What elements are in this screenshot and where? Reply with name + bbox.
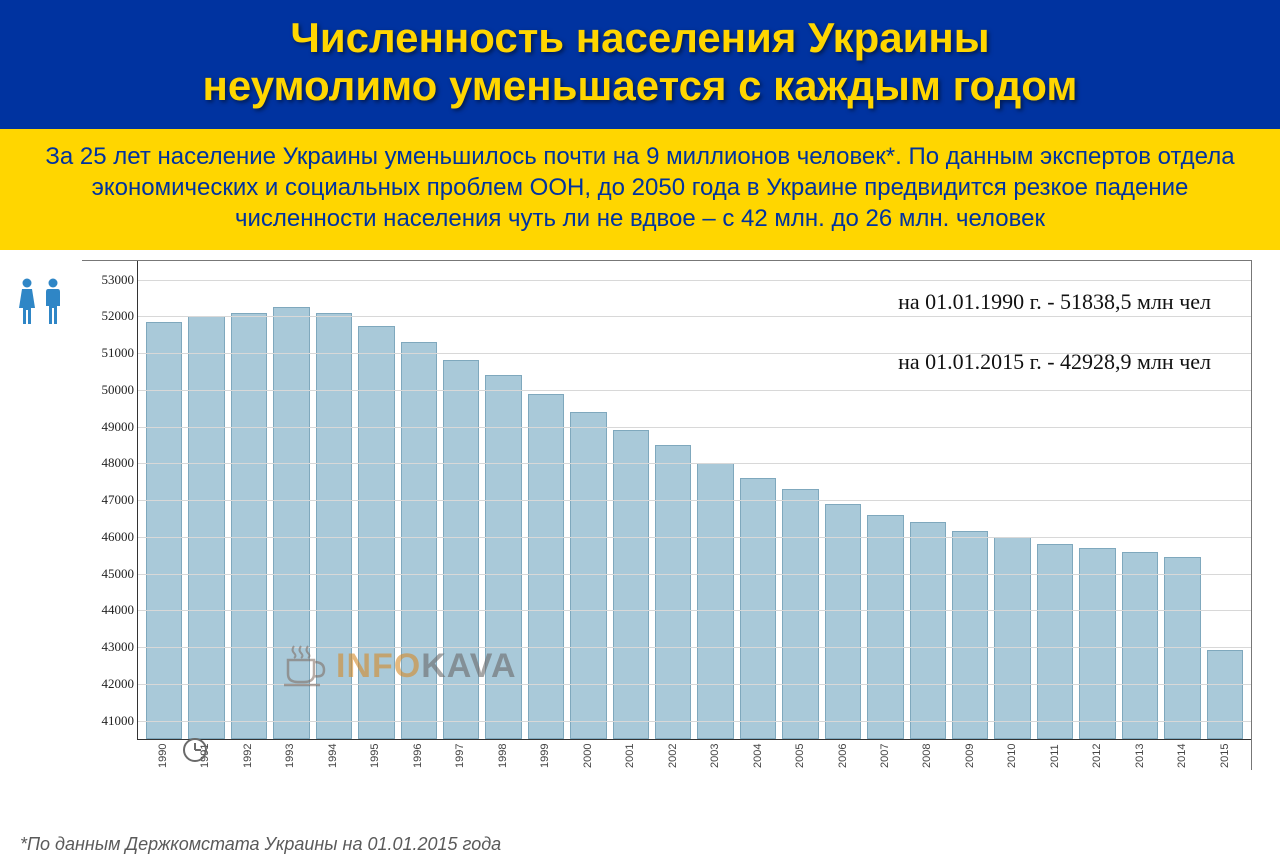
annotation-1990: на 01.01.1990 г. - 51838,5 млн чел xyxy=(898,289,1211,315)
y-tick-label: 41000 xyxy=(86,713,134,729)
people-icons xyxy=(16,278,64,326)
x-tick-label: 2000 xyxy=(570,742,606,770)
gridline xyxy=(138,574,1251,575)
y-tick-label: 48000 xyxy=(86,455,134,471)
y-tick-label: 49000 xyxy=(86,419,134,435)
main-title: Численность населения Украины неумолимо … xyxy=(20,14,1260,111)
x-tick-label: 2005 xyxy=(782,742,818,770)
gridline xyxy=(138,280,1251,281)
bar xyxy=(825,504,861,739)
x-tick-label: 2013 xyxy=(1122,742,1158,770)
y-tick-label: 51000 xyxy=(86,345,134,361)
x-axis-labels: 1990199119921993199419951996199719981999… xyxy=(137,742,1251,770)
x-tick-label: 1997 xyxy=(442,742,478,770)
bar xyxy=(528,394,564,740)
x-tick-label: 2007 xyxy=(867,742,903,770)
x-tick-label: 2002 xyxy=(655,742,691,770)
gridline xyxy=(138,721,1251,722)
x-tick-label: 2008 xyxy=(909,742,945,770)
watermark-info: INFO xyxy=(336,647,421,685)
bar xyxy=(952,531,988,739)
bar xyxy=(231,313,267,740)
bar xyxy=(1079,548,1115,739)
bar xyxy=(1122,552,1158,740)
x-tick-label: 1994 xyxy=(315,742,351,770)
bar xyxy=(782,489,818,739)
bar xyxy=(867,515,903,739)
x-tick-label: 2004 xyxy=(740,742,776,770)
x-tick-label: 1999 xyxy=(527,742,563,770)
clock-icon xyxy=(182,737,208,768)
gridline xyxy=(138,463,1251,464)
subtitle-band: За 25 лет население Украины уменьшилось … xyxy=(0,129,1280,251)
y-tick-label: 45000 xyxy=(86,566,134,582)
x-tick-label: 1995 xyxy=(357,742,393,770)
bar xyxy=(910,522,946,739)
bar xyxy=(570,412,606,739)
x-tick-label: 2014 xyxy=(1164,742,1200,770)
watermark-kava: KAVA xyxy=(421,647,516,685)
x-tick-label: 2003 xyxy=(697,742,733,770)
gridline xyxy=(138,316,1251,317)
x-tick-label: 2012 xyxy=(1079,742,1115,770)
title-line-1: Численность населения Украины xyxy=(290,14,989,61)
x-tick-label: 2010 xyxy=(994,742,1030,770)
x-tick-label: 1993 xyxy=(272,742,308,770)
gridline xyxy=(138,537,1251,538)
bar xyxy=(697,463,733,739)
chart-area: 41000 42000 43000 44000 45000 46000 47000 48000… xyxy=(0,250,1280,820)
chart-frame: 41000 42000 43000 44000 45000 46000 47000 48000… xyxy=(82,260,1252,770)
female-icon xyxy=(16,278,38,326)
x-tick-label: 2001 xyxy=(612,742,648,770)
bar xyxy=(740,478,776,739)
y-tick-label: 47000 xyxy=(86,492,134,508)
x-tick-label: 2011 xyxy=(1037,742,1073,770)
bar xyxy=(655,445,691,739)
bar xyxy=(1207,650,1243,739)
y-tick-label: 53000 xyxy=(86,272,134,288)
gridline xyxy=(138,500,1251,501)
y-tick-label: 44000 xyxy=(86,602,134,618)
x-tick-label: 2009 xyxy=(952,742,988,770)
watermark-text: INFOKAVA xyxy=(336,647,517,686)
subtitle-text: За 25 лет население Украины уменьшилось … xyxy=(30,141,1250,235)
bar xyxy=(146,322,182,739)
male-icon xyxy=(42,278,64,326)
x-tick-label: 1996 xyxy=(400,742,436,770)
x-tick-label: 2006 xyxy=(825,742,861,770)
bar xyxy=(994,537,1030,739)
y-tick-label: 52000 xyxy=(86,308,134,324)
x-tick-label: 1990 xyxy=(145,742,181,770)
footnote: *По данным Держкомстата Украины на 01.01… xyxy=(20,834,501,855)
x-tick-label: 1998 xyxy=(485,742,521,770)
gridline xyxy=(138,610,1251,611)
y-tick-label: 50000 xyxy=(86,382,134,398)
cup-icon xyxy=(282,644,328,688)
title-line-2: неумолимо уменьшается с каждым годом xyxy=(203,62,1078,109)
annotation-2015: на 01.01.2015 г. - 42928,9 млн чел xyxy=(898,349,1211,375)
gridline xyxy=(138,390,1251,391)
y-tick-label: 46000 xyxy=(86,529,134,545)
y-tick-label: 43000 xyxy=(86,639,134,655)
y-tick-label: 42000 xyxy=(86,676,134,692)
title-band: Численность населения Украины неумолимо … xyxy=(0,0,1280,129)
x-tick-label: 2015 xyxy=(1207,742,1243,770)
watermark: INFOKAVA xyxy=(282,644,517,688)
bar xyxy=(188,316,224,739)
gridline xyxy=(138,427,1251,428)
x-tick-label: 1992 xyxy=(230,742,266,770)
bar xyxy=(613,430,649,739)
